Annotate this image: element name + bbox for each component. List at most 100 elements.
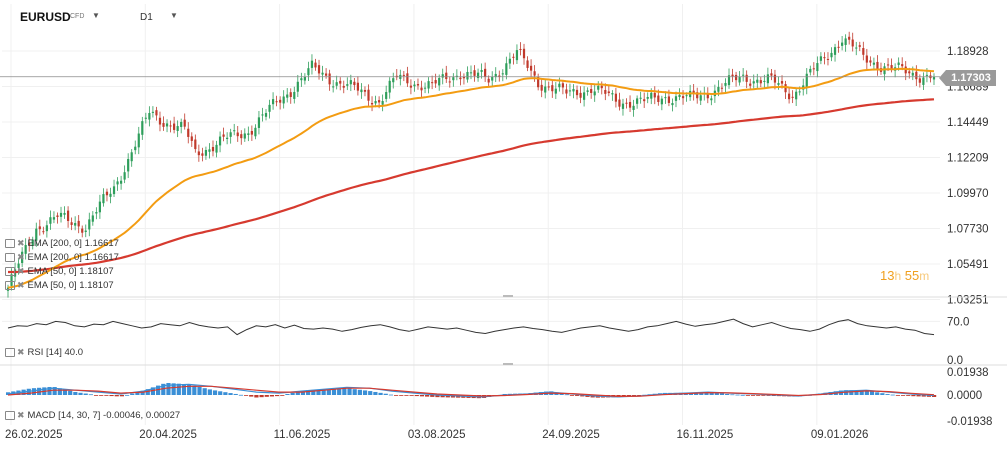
candle-body — [261, 114, 264, 116]
macd-histogram-bar — [430, 395, 435, 397]
close-icon[interactable]: ✖ — [17, 280, 25, 290]
chevron-down-icon[interactable]: ▼ — [170, 11, 178, 20]
macd-histogram-bar — [52, 387, 57, 395]
candle-body — [229, 132, 232, 137]
candle-body — [194, 139, 197, 150]
ema200-line — [8, 98, 935, 274]
macd-histogram-bar — [321, 389, 326, 395]
candle-body — [452, 77, 455, 81]
macd-histogram-bar — [388, 394, 394, 396]
macd-histogram-bar — [140, 390, 145, 395]
macd-histogram-bar — [37, 387, 42, 395]
settings-icon[interactable] — [5, 252, 15, 262]
macd-histogram-bar — [714, 392, 719, 395]
macd-histogram-bar — [31, 388, 37, 395]
macd-histogram-bar — [709, 392, 714, 395]
candle-body — [119, 180, 123, 184]
x-tick-label: 03.08.2025 — [408, 429, 466, 441]
legend-rsi[interactable]: ✖ RSI [14] 40.0 — [5, 347, 83, 358]
candle-body — [667, 96, 671, 103]
candle-body — [91, 215, 94, 222]
candle-body — [805, 73, 808, 88]
candle-body — [211, 147, 215, 152]
macd-histogram-bar — [564, 394, 569, 396]
candle-body — [908, 71, 911, 74]
close-icon[interactable]: ✖ — [17, 238, 25, 248]
close-icon[interactable]: ✖ — [17, 252, 25, 262]
candle-body — [392, 78, 395, 83]
macd-histogram-bar — [880, 393, 885, 395]
candle-body — [855, 47, 858, 49]
macd-histogram-bar — [295, 391, 300, 395]
candle-body — [466, 71, 469, 80]
candle-body — [565, 89, 568, 94]
timeframe-selector[interactable]: D1 — [140, 12, 153, 23]
rsi-tick-label: 70.0 — [947, 316, 969, 328]
macd-histogram-bar — [93, 395, 99, 396]
candle-body — [830, 52, 833, 58]
candle-body — [173, 123, 176, 130]
candle-body — [597, 85, 600, 90]
close-icon[interactable]: ✖ — [17, 266, 25, 276]
candle-body — [130, 152, 133, 162]
macd-histogram-bar — [626, 395, 631, 397]
close-icon[interactable]: ✖ — [17, 347, 25, 357]
candle-body — [777, 83, 780, 85]
candle-body — [501, 73, 504, 75]
candle-body — [102, 194, 105, 204]
candle-body — [568, 90, 572, 92]
settings-icon[interactable] — [5, 347, 15, 357]
candle-body — [809, 68, 812, 73]
y-tick-label: 1.14449 — [947, 117, 989, 129]
macd-histogram-bar — [197, 386, 202, 395]
candle-body — [35, 228, 38, 241]
candle-body — [480, 70, 483, 72]
macd-histogram-bar — [357, 389, 362, 395]
chevron-down-icon[interactable]: ▼ — [92, 11, 100, 20]
legend-ema50-b[interactable]: ✖ EMA [50, 0] 1.18107 — [5, 280, 114, 291]
candle-body — [915, 71, 918, 80]
candle-body — [752, 81, 755, 84]
macd-histogram-bar — [254, 395, 259, 398]
x-tick-label: 26.02.2025 — [5, 429, 63, 441]
candle-body — [24, 244, 27, 254]
settings-icon[interactable] — [5, 280, 15, 290]
symbol-label[interactable]: EURUSD — [20, 10, 71, 24]
settings-icon[interactable] — [5, 238, 15, 248]
macd-histogram-bar — [378, 392, 383, 395]
close-icon[interactable]: ✖ — [17, 410, 25, 420]
pane-resize-handle[interactable] — [503, 295, 513, 297]
candle-body — [162, 123, 165, 127]
candle-body — [604, 89, 607, 94]
candle-body — [240, 134, 243, 139]
instrument-type-label: CFD — [70, 13, 85, 20]
legend-ema200-a[interactable]: ✖ EMA [200, 0] 1.16617 — [5, 238, 119, 249]
pane-resize-handle[interactable] — [503, 363, 513, 365]
candle-body — [922, 77, 925, 85]
candle-body — [625, 102, 628, 104]
candle-body — [300, 78, 303, 81]
macd-histogram-bar — [347, 388, 352, 395]
candle-body — [720, 87, 724, 89]
candle-body — [222, 134, 225, 137]
candle-body — [328, 73, 331, 85]
settings-icon[interactable] — [5, 266, 15, 276]
macd-histogram-bar — [300, 390, 306, 395]
candle-body — [282, 96, 285, 104]
macd-histogram-bar — [166, 382, 171, 395]
candle-body — [918, 78, 921, 83]
legend-macd[interactable]: ✖ MACD [14, 30, 7] -0.00046, 0.00027 — [5, 410, 180, 421]
x-tick-label: 11.06.2025 — [274, 429, 331, 441]
candle-body — [275, 101, 278, 103]
macd-histogram-bar — [414, 395, 419, 397]
macd-histogram-bar — [187, 384, 192, 395]
legend-ema200-b[interactable]: ✖ EMA [200, 0] 1.16617 — [5, 252, 119, 263]
settings-icon[interactable] — [5, 410, 15, 420]
candle-body — [218, 136, 222, 146]
candle-body — [353, 81, 356, 86]
legend-ema50-a[interactable]: ✖ EMA [50, 0] 1.18107 — [5, 266, 114, 277]
candle-body — [738, 77, 741, 83]
macd-histogram-bar — [62, 389, 68, 395]
legend-rsi-label: RSI [14] 40.0 — [27, 347, 83, 358]
